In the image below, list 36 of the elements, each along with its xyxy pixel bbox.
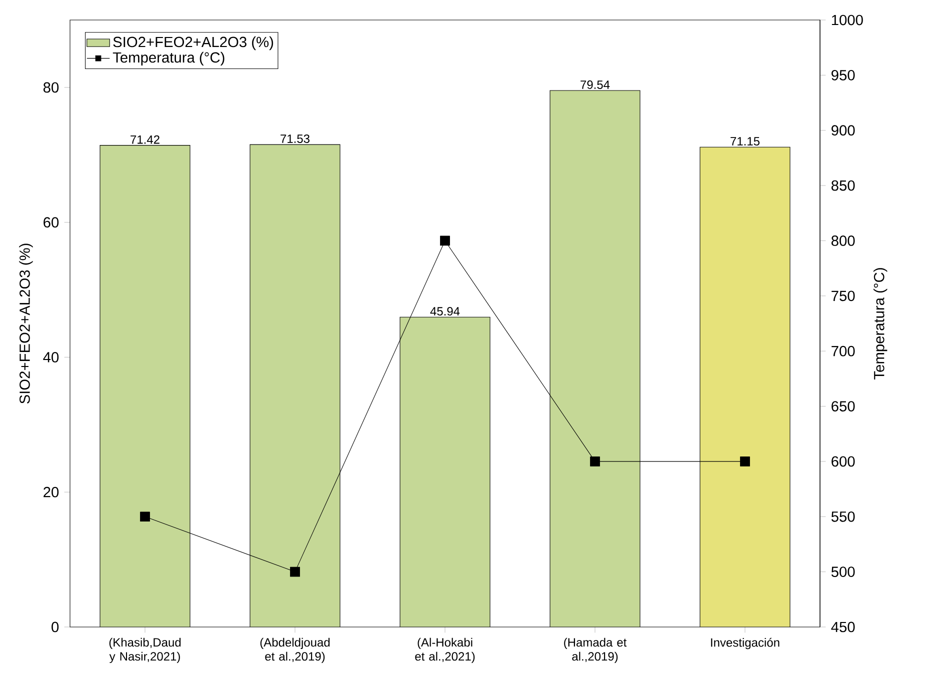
x-tick-label: (Hamada et al.,2019) bbox=[564, 638, 627, 664]
point bbox=[740, 456, 750, 466]
y2-tick-label: 450 bbox=[831, 622, 855, 632]
y2-tick-label: 750 bbox=[832, 290, 855, 302]
y2-tick-label: 800 bbox=[831, 236, 855, 246]
data-label: 45.94 bbox=[430, 307, 460, 316]
y2-tick-label: 900 bbox=[832, 125, 855, 136]
legend-label: Temperatura (°C) bbox=[112, 52, 224, 66]
y2-tick-label: 600 bbox=[832, 456, 855, 467]
y-tick-label: 40 bbox=[43, 352, 59, 362]
x-tick-label: (Al-Hokabi et al.,2021) bbox=[415, 638, 475, 664]
y2-tick-label: 850 bbox=[831, 180, 855, 191]
x-tick-label: (Abdeldjouad et al.,2019) bbox=[260, 638, 330, 664]
x-tick-label: Investigación bbox=[711, 638, 780, 650]
y-axis-title: SIO2+FEO2+AL2O3 (%) bbox=[19, 244, 33, 404]
y2-tick-label: 650 bbox=[832, 401, 855, 412]
data-label: 71.42 bbox=[130, 135, 160, 144]
point bbox=[140, 512, 150, 522]
data-label: 79.54 bbox=[580, 80, 610, 89]
y-tick-label: 0 bbox=[52, 622, 59, 632]
y2-tick-label: 550 bbox=[831, 511, 855, 522]
y2-tick-label: 1000 bbox=[832, 14, 863, 26]
y2-tick-label: 700 bbox=[832, 346, 855, 356]
y-tick-label: 60 bbox=[44, 217, 59, 228]
x-tick-label: (Khasib,Daud y Nasir,2021) bbox=[109, 638, 181, 664]
y2-axis-title: Temperatura (°C) bbox=[874, 268, 888, 380]
y-tick-label: 20 bbox=[44, 486, 59, 498]
point bbox=[290, 566, 300, 577]
data-label: 71.53 bbox=[280, 134, 310, 143]
y-tick-label: 80 bbox=[43, 82, 59, 93]
y2-tick-label: 500 bbox=[831, 566, 855, 577]
point bbox=[440, 236, 450, 246]
legend-label: SIO2+FEO2+AL2O3 (%) bbox=[113, 36, 274, 50]
data-label: 71.15 bbox=[730, 137, 760, 146]
point bbox=[590, 456, 600, 466]
y2-tick-label: 950 bbox=[832, 70, 855, 80]
